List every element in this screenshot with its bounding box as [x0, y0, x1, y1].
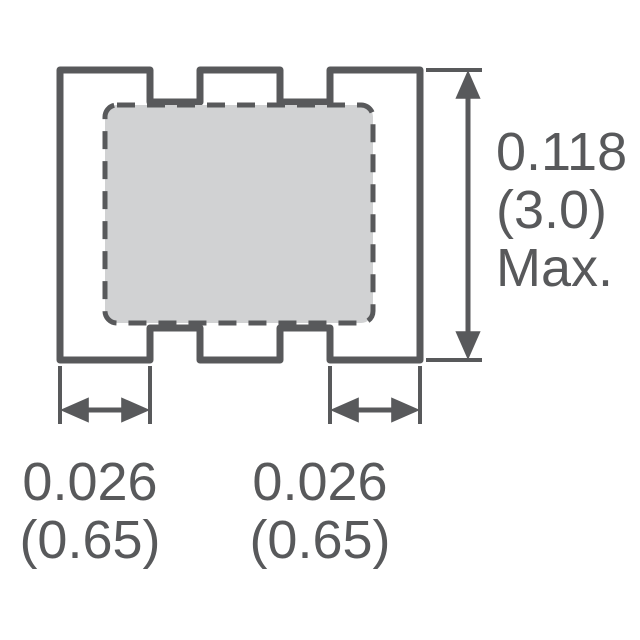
dimension-text: (0.65) — [19, 510, 160, 570]
dimension-text: (3.0) — [496, 180, 607, 240]
dimension-text: 0.118 — [496, 122, 627, 182]
dimension-text: Max. — [496, 238, 613, 298]
dimension-text: (0.65) — [249, 510, 390, 570]
dimension-text: 0.026 — [252, 452, 387, 512]
dimension-text: 0.026 — [22, 452, 157, 512]
inner-die-rect — [105, 105, 373, 323]
